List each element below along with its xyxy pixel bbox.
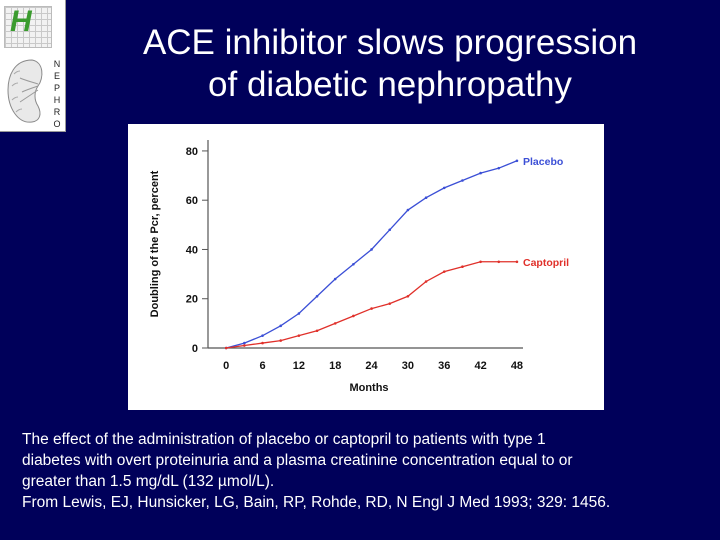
data-point-placebo <box>461 179 464 182</box>
data-point-placebo <box>442 186 446 190</box>
data-point-captopril <box>461 265 464 269</box>
caption-line-4: From Lewis, EJ, Hunsicker, LG, Bain, RP,… <box>22 494 611 511</box>
data-point-captopril <box>388 302 392 305</box>
data-point-placebo <box>424 196 428 200</box>
data-point-captopril <box>424 280 428 283</box>
data-point-placebo <box>370 248 373 251</box>
y-tick-label: 60 <box>186 195 198 207</box>
y-axis-label: Doubling of the Pcr, percent <box>149 170 161 317</box>
data-point-placebo <box>352 262 355 266</box>
data-point-placebo <box>243 341 246 345</box>
slide-title: ACE inhibitor slows progression of diabe… <box>80 22 700 106</box>
data-point-placebo <box>261 334 264 337</box>
data-point-captopril <box>261 341 264 345</box>
series-label-placebo: Placebo <box>523 156 563 168</box>
data-point-placebo <box>497 166 501 170</box>
logo-char: P <box>53 83 60 93</box>
series-lines <box>224 159 519 350</box>
title-line-1: ACE inhibitor slows progression <box>142 23 638 62</box>
logo-char: N <box>53 59 61 69</box>
chart-panel: 0 6 12 18 24 30 36 42 48 0 20 40 60 80 Placebo Captop… <box>128 124 604 410</box>
data-point-placebo <box>515 159 519 163</box>
nephro-logo: H N E P H R O <box>0 0 66 132</box>
data-point-placebo <box>388 228 392 232</box>
caption-line-3: greater than 1.5 mg/dL (132 µmol/L). <box>22 473 275 490</box>
data-point-captopril <box>406 294 410 298</box>
logo-letter: H <box>10 5 32 38</box>
data-point-captopril <box>352 314 355 318</box>
data-point-placebo <box>479 171 482 175</box>
x-tick-label: 0 <box>223 360 229 372</box>
data-point-placebo <box>406 208 410 212</box>
y-tick-label: 20 <box>186 294 198 306</box>
data-point-captopril <box>479 260 482 264</box>
logo-grid <box>4 6 52 48</box>
series-line-placebo <box>226 160 518 349</box>
kidney-icon <box>7 59 43 123</box>
series-line-captopril <box>226 261 517 349</box>
chart-axes <box>207 140 523 349</box>
data-point-captopril <box>224 346 228 350</box>
data-point-placebo <box>279 324 282 328</box>
data-point-captopril <box>279 339 282 342</box>
title-line-2: of diabetic nephropathy <box>208 65 572 104</box>
x-tick-label: 30 <box>402 360 414 372</box>
caption-line-1: The effect of the administration of plac… <box>22 431 546 448</box>
data-point-captopril <box>370 307 373 310</box>
x-tick-label: 12 <box>293 360 305 372</box>
data-point-captopril <box>497 260 501 264</box>
data-point-captopril <box>243 344 246 347</box>
data-point-captopril <box>442 270 446 273</box>
series-label-captopril: Captopril <box>523 257 569 269</box>
y-ticks: 0 20 40 60 80 <box>186 146 208 355</box>
data-point-placebo <box>333 277 337 281</box>
logo-char: H <box>53 95 61 105</box>
x-axis-label: Months <box>349 382 388 394</box>
data-point-captopril <box>515 260 519 264</box>
y-tick-label: 80 <box>186 146 198 158</box>
series-labels: Placebo Captopril <box>523 156 569 269</box>
data-point-placebo <box>297 312 301 315</box>
data-point-captopril <box>315 329 319 333</box>
x-tick-label: 36 <box>438 360 450 372</box>
data-point-captopril <box>297 334 301 337</box>
y-tick-label: 40 <box>186 244 198 256</box>
line-chart: 0 6 12 18 24 30 36 42 48 0 20 40 60 80 Placebo Captop… <box>149 140 569 394</box>
x-tick-label: 42 <box>474 360 486 372</box>
logo-char: E <box>53 71 60 81</box>
caption: The effect of the administration of plac… <box>22 429 712 513</box>
caption-line-2: diabetes with overt proteinuria and a pl… <box>22 452 573 469</box>
x-tick-label: 18 <box>329 360 341 372</box>
logo-char: R <box>53 107 61 117</box>
x-ticks: 0 6 12 18 24 30 36 42 48 <box>223 360 523 372</box>
x-tick-label: 24 <box>365 360 378 372</box>
data-point-placebo <box>315 294 319 298</box>
logo-char: O <box>53 119 61 129</box>
y-tick-label: 0 <box>192 343 198 355</box>
x-tick-label: 48 <box>511 360 523 372</box>
data-point-captopril <box>333 322 337 325</box>
x-tick-label: 6 <box>259 360 265 372</box>
logo-vertical-text: N E P H R O <box>52 58 62 130</box>
